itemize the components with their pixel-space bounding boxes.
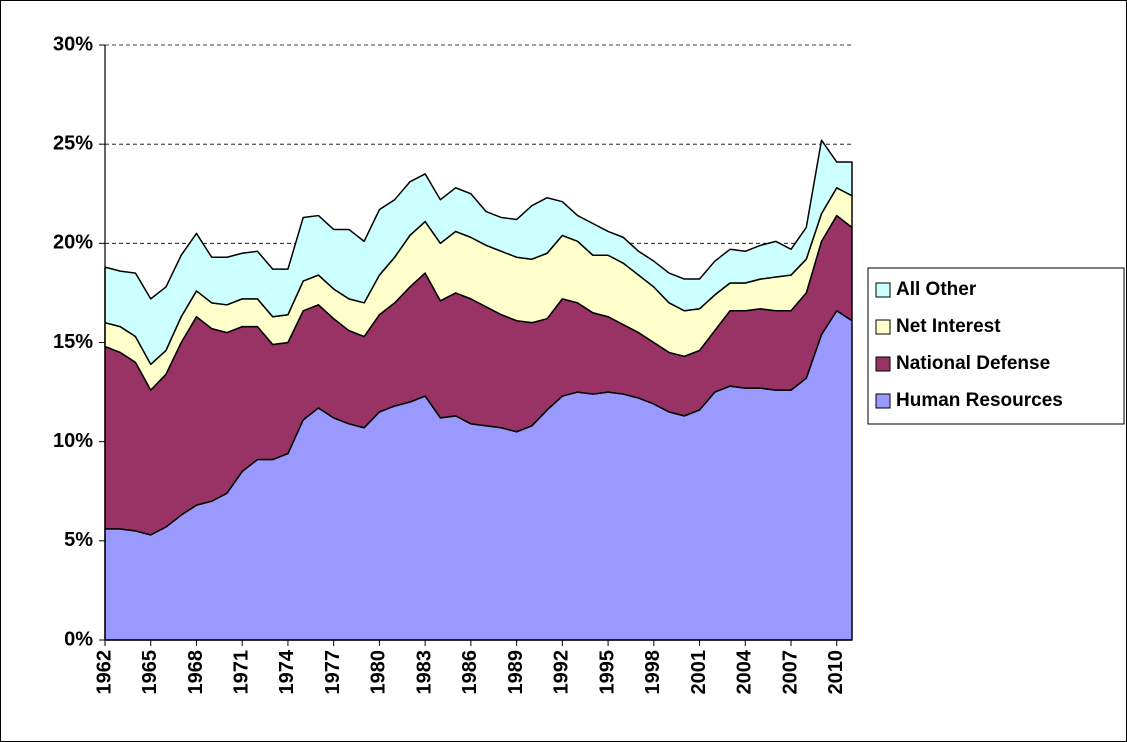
x-tick-label: 2001 [688,650,710,695]
legend-label: National Defense [896,353,1050,374]
legend-label: All Other [896,279,977,300]
x-tick-label: 1971 [230,650,252,695]
x-tick-label: 1968 [185,650,207,695]
legend-swatch [875,319,891,335]
y-tick-label: 0% [64,628,93,650]
legend-label: Human Resources [896,390,1063,411]
legend-box [867,267,1125,425]
y-tick-label: 30% [53,33,93,55]
x-tick-label: 1995 [596,650,618,695]
y-tick-label: 15% [53,331,93,353]
x-tick-label: 1962 [93,650,115,695]
legend-swatch [875,393,891,409]
x-tick-label: 1977 [322,650,344,695]
x-tick-label: 1986 [459,650,481,695]
legend-swatch [875,282,891,298]
x-tick-label: 1974 [276,649,298,694]
x-tick-label: 1980 [368,650,390,695]
x-tick-label: 2004 [734,649,756,694]
x-tick-label: 1983 [413,650,435,695]
area [104,139,853,366]
y-tick-label: 5% [64,529,93,551]
y-tick-label: 25% [53,132,93,154]
legend-label: Net Interest [896,316,1001,337]
x-tick-label: 2007 [779,650,801,695]
legend-swatch [875,356,891,372]
x-tick-label: 1992 [551,650,573,695]
x-tick-label: 2010 [825,650,847,695]
x-tick-label: 1989 [505,650,527,695]
y-tick-label: 10% [53,430,93,452]
y-tick-label: 20% [53,232,93,254]
x-tick-label: 1965 [139,650,161,695]
x-tick-label: 1998 [642,650,664,695]
